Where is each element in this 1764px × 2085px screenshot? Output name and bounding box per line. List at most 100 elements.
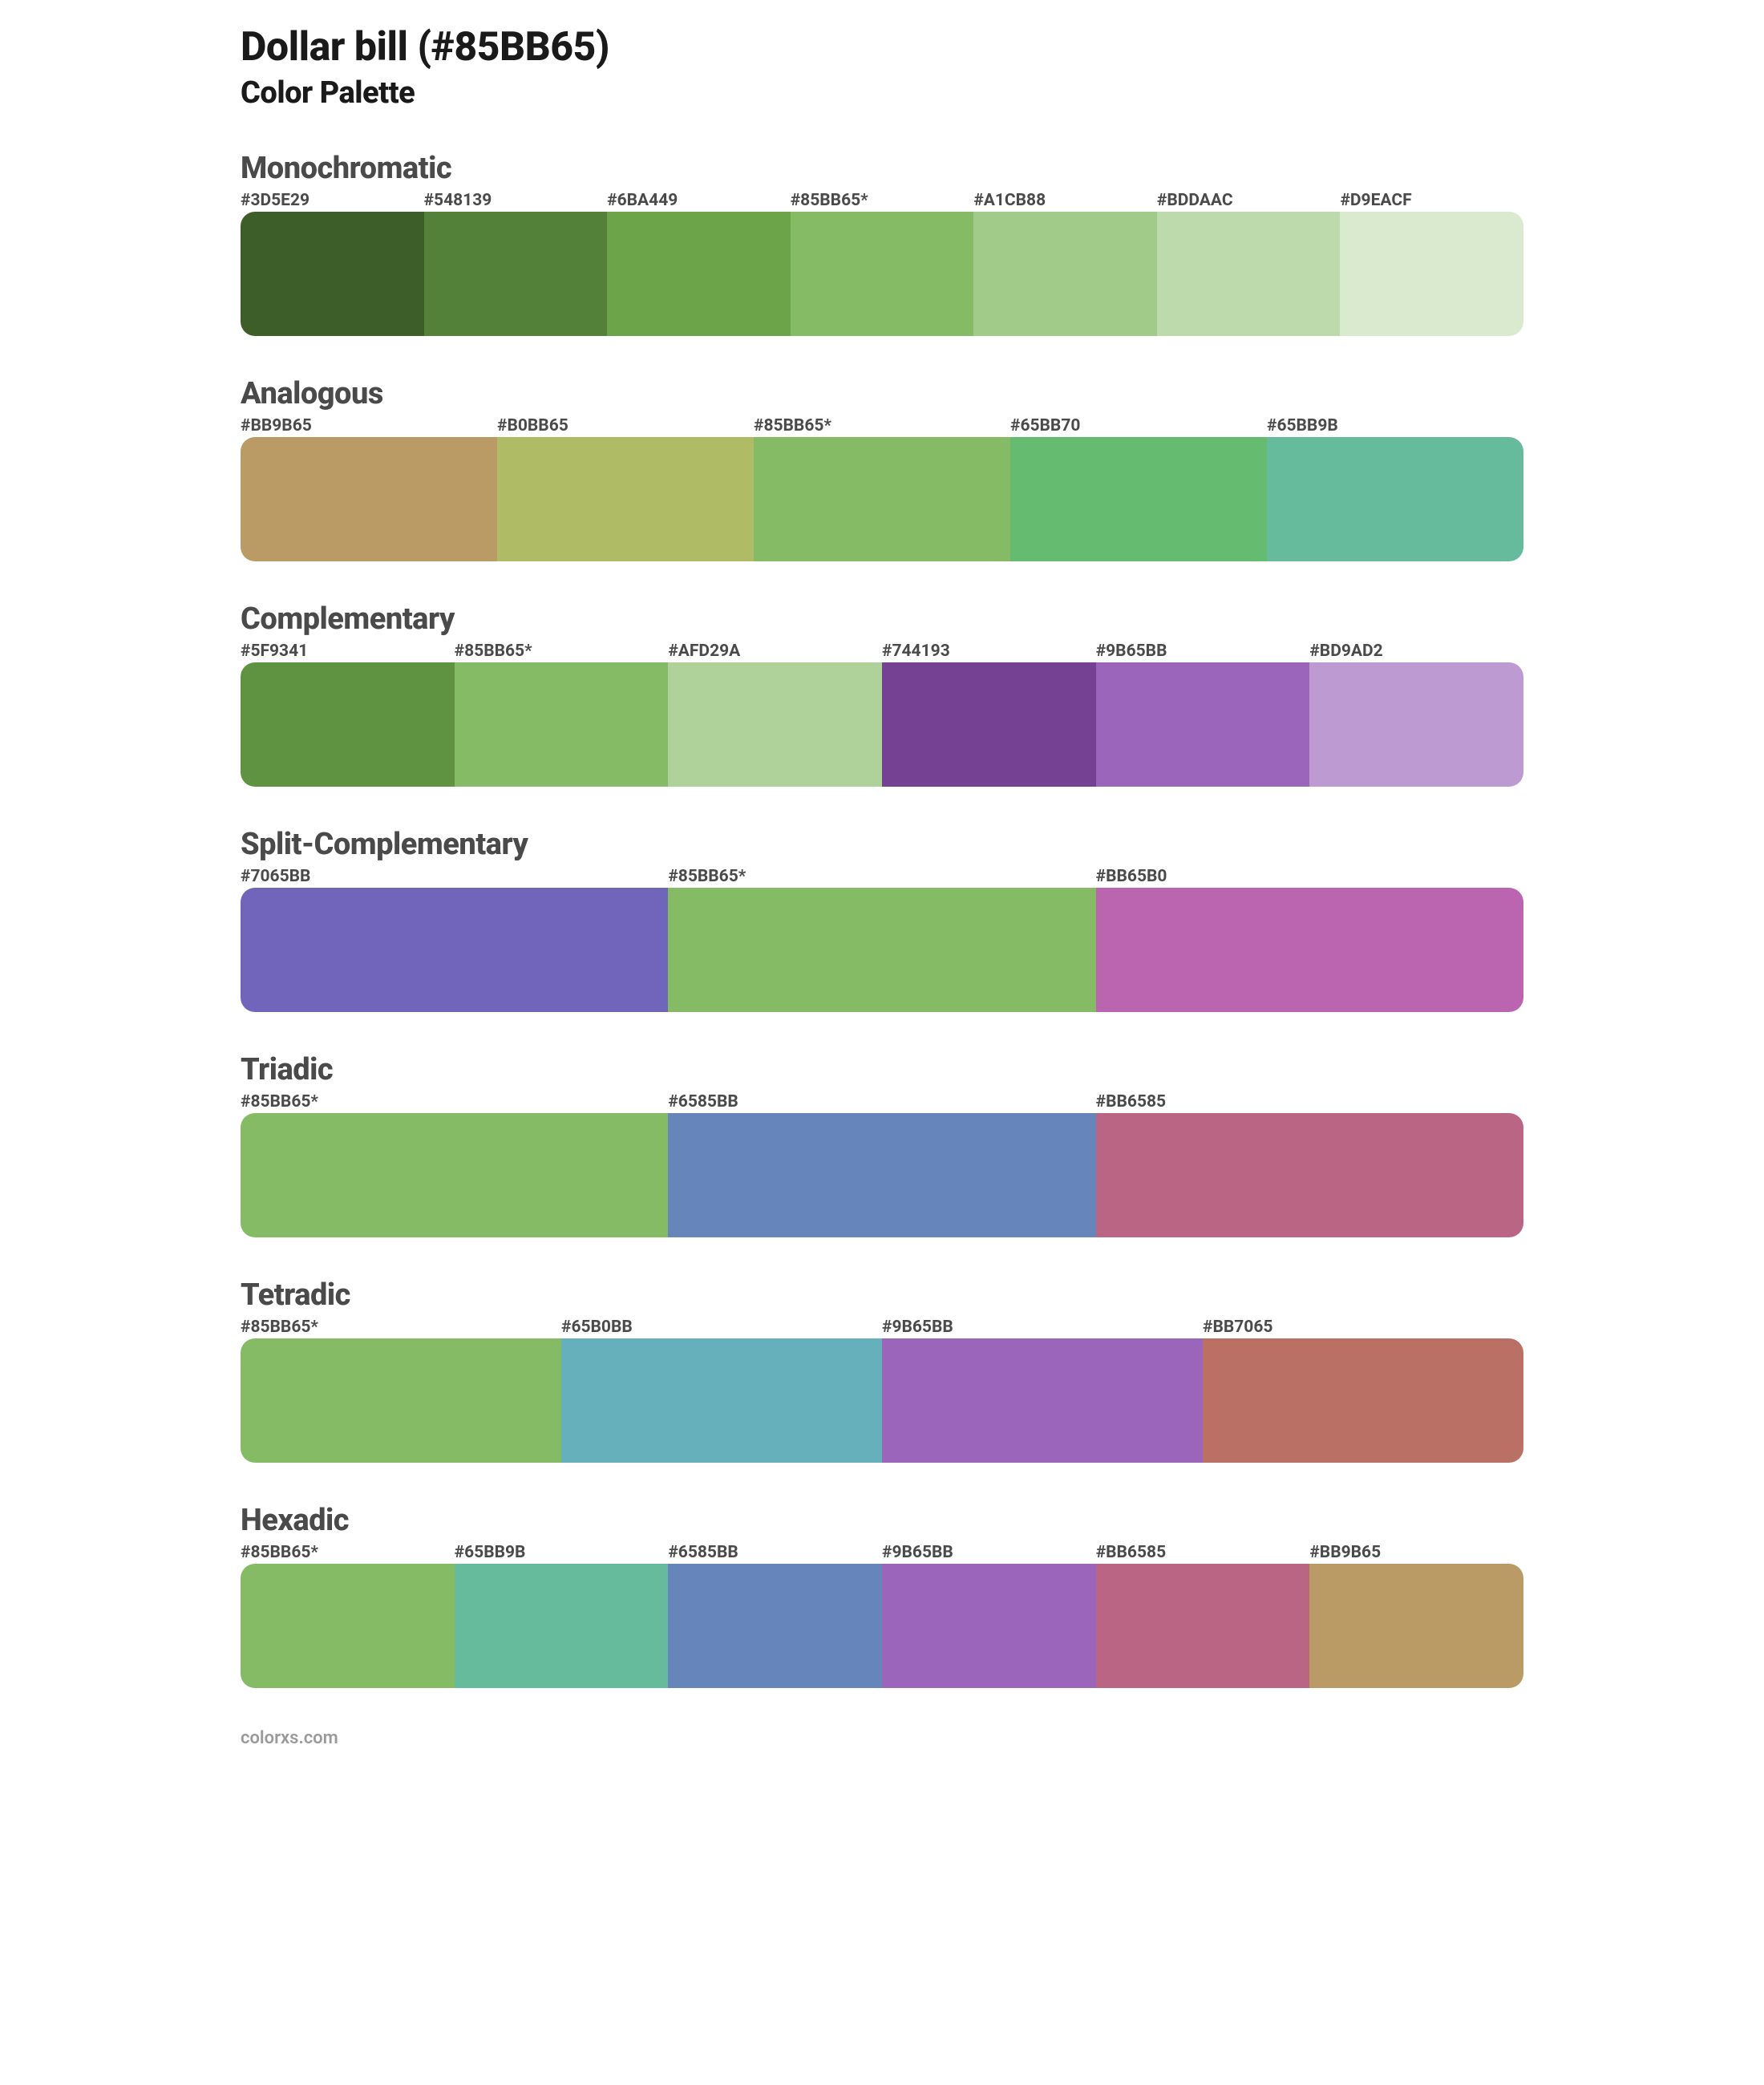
hex-label: #BB65B0	[1096, 867, 1523, 888]
color-swatch[interactable]	[241, 1113, 668, 1237]
color-swatch[interactable]	[241, 1338, 561, 1463]
hex-label: #BB9B65	[241, 416, 497, 437]
palette-section: Tetradic #85BB65*#65B0BB#9B65BB#BB7065	[241, 1277, 1523, 1463]
swatches-row	[241, 888, 1523, 1012]
hex-label: #6585BB	[668, 1543, 882, 1564]
color-swatch[interactable]	[1267, 437, 1523, 561]
hex-label: #85BB65*	[791, 191, 974, 212]
palette-section: Hexadic #85BB65*#65BB9B#6585BB#9B65BB#BB6…	[241, 1503, 1523, 1688]
hex-label: #85BB65*	[241, 1543, 455, 1564]
section-title: Triadic	[241, 1052, 1523, 1087]
palette-section: Complementary #5F9341#85BB65*#AFD29A#7441…	[241, 601, 1523, 787]
hex-label: #85BB65*	[668, 867, 1095, 888]
color-swatch[interactable]	[882, 1564, 1096, 1688]
hex-label: #85BB65*	[754, 416, 1010, 437]
hex-label: #3D5E29	[241, 191, 424, 212]
hex-label: #6585BB	[668, 1092, 1095, 1113]
color-swatch[interactable]	[1203, 1338, 1523, 1463]
color-swatch[interactable]	[668, 1564, 882, 1688]
color-swatch[interactable]	[882, 1338, 1203, 1463]
hex-label: #5F9341	[241, 642, 455, 662]
page-title: Dollar bill (#85BB65)	[241, 24, 1523, 71]
hex-label: #7065BB	[241, 867, 668, 888]
hex-label: #BDDAAC	[1157, 191, 1341, 212]
hex-label: #65B0BB	[561, 1318, 882, 1338]
swatches-row	[241, 662, 1523, 787]
page-container: Dollar bill (#85BB65) Color Palette Mono…	[0, 0, 1764, 1780]
labels-row: #85BB65*#65B0BB#9B65BB#BB7065	[241, 1318, 1523, 1338]
section-title: Complementary	[241, 601, 1523, 637]
palette-section: Analogous #BB9B65#B0BB65#85BB65*#65BB70#6…	[241, 376, 1523, 561]
color-swatch[interactable]	[455, 1564, 669, 1688]
hex-label: #9B65BB	[882, 1543, 1096, 1564]
color-swatch[interactable]	[668, 1113, 1095, 1237]
color-swatch[interactable]	[455, 662, 669, 787]
color-swatch[interactable]	[241, 888, 668, 1012]
color-swatch[interactable]	[1157, 212, 1341, 336]
hex-label: #85BB65*	[241, 1092, 668, 1113]
color-swatch[interactable]	[241, 437, 497, 561]
color-swatch[interactable]	[1340, 212, 1523, 336]
hex-label: #BD9AD2	[1309, 642, 1523, 662]
page-subtitle: Color Palette	[241, 75, 1523, 111]
section-title: Split-Complementary	[241, 827, 1523, 862]
hex-label: #A1CB88	[973, 191, 1157, 212]
color-swatch[interactable]	[607, 212, 791, 336]
hex-label: #D9EACF	[1340, 191, 1523, 212]
color-swatch[interactable]	[424, 212, 608, 336]
color-swatch[interactable]	[561, 1338, 882, 1463]
color-swatch[interactable]	[668, 888, 1095, 1012]
swatches-row	[241, 1338, 1523, 1463]
section-title: Hexadic	[241, 1503, 1523, 1538]
color-swatch[interactable]	[241, 212, 424, 336]
swatches-row	[241, 212, 1523, 336]
hex-label: #BB6585	[1096, 1092, 1523, 1113]
hex-label: #65BB70	[1010, 416, 1267, 437]
color-swatch[interactable]	[668, 662, 882, 787]
hex-label: #9B65BB	[1096, 642, 1310, 662]
color-swatch[interactable]	[1096, 1564, 1310, 1688]
color-swatch[interactable]	[791, 212, 974, 336]
color-swatch[interactable]	[882, 662, 1096, 787]
section-title: Tetradic	[241, 1277, 1523, 1313]
hex-label: #BB7065	[1203, 1318, 1523, 1338]
hex-label: #548139	[424, 191, 608, 212]
swatches-row	[241, 1564, 1523, 1688]
color-swatch[interactable]	[1010, 437, 1267, 561]
hex-label: #9B65BB	[882, 1318, 1203, 1338]
hex-label: #BB9B65	[1309, 1543, 1523, 1564]
hex-label: #744193	[882, 642, 1096, 662]
hex-label: #AFD29A	[668, 642, 882, 662]
color-swatch[interactable]	[241, 662, 455, 787]
color-swatch[interactable]	[1096, 1113, 1523, 1237]
color-swatch[interactable]	[1309, 1564, 1523, 1688]
color-swatch[interactable]	[1096, 662, 1310, 787]
labels-row: #85BB65*#65BB9B#6585BB#9B65BB#BB6585#BB9…	[241, 1543, 1523, 1564]
color-swatch[interactable]	[1096, 888, 1523, 1012]
swatches-row	[241, 437, 1523, 561]
section-title: Monochromatic	[241, 151, 1523, 186]
color-swatch[interactable]	[241, 1564, 455, 1688]
swatches-row	[241, 1113, 1523, 1237]
footer-text: colorxs.com	[241, 1728, 1523, 1748]
labels-row: #BB9B65#B0BB65#85BB65*#65BB70#65BB9B	[241, 416, 1523, 437]
hex-label: #85BB65*	[241, 1318, 561, 1338]
hex-label: #85BB65*	[455, 642, 669, 662]
hex-label: #65BB9B	[455, 1543, 669, 1564]
hex-label: #6BA449	[607, 191, 791, 212]
palette-section: Monochromatic #3D5E29#548139#6BA449#85BB6…	[241, 151, 1523, 336]
labels-row: #85BB65*#6585BB#BB6585	[241, 1092, 1523, 1113]
palette-section: Split-Complementary #7065BB#85BB65*#BB65B…	[241, 827, 1523, 1012]
labels-row: #3D5E29#548139#6BA449#85BB65*#A1CB88#BDD…	[241, 191, 1523, 212]
color-swatch[interactable]	[754, 437, 1010, 561]
hex-label: #BB6585	[1096, 1543, 1310, 1564]
color-swatch[interactable]	[497, 437, 754, 561]
color-swatch[interactable]	[1309, 662, 1523, 787]
labels-row: #7065BB#85BB65*#BB65B0	[241, 867, 1523, 888]
labels-row: #5F9341#85BB65*#AFD29A#744193#9B65BB#BD9…	[241, 642, 1523, 662]
hex-label: #65BB9B	[1267, 416, 1523, 437]
sections-host: Monochromatic#3D5E29#548139#6BA449#85BB6…	[241, 151, 1523, 1688]
color-swatch[interactable]	[973, 212, 1157, 336]
section-title: Analogous	[241, 376, 1523, 411]
palette-section: Triadic #85BB65*#6585BB#BB6585	[241, 1052, 1523, 1237]
